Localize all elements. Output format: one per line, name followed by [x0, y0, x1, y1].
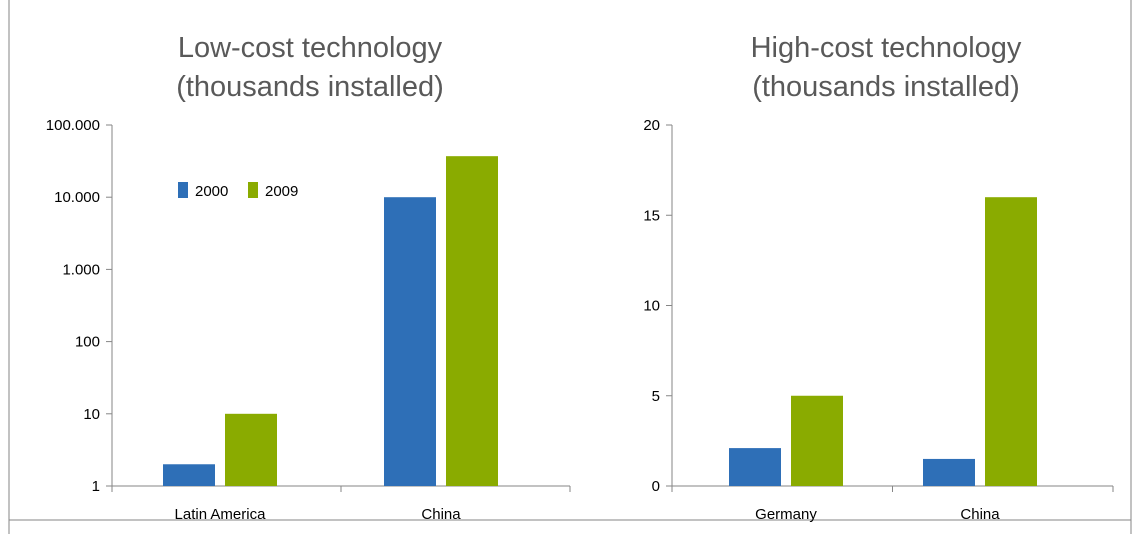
chart-title-line-1: Low-cost technology [178, 32, 443, 64]
chart-title-line-1: High-cost technology [751, 32, 1022, 64]
x-tick-labels: Latin America China [175, 506, 462, 523]
chart-low-cost: Low-cost technology (thousands installed… [46, 32, 571, 523]
bar-2009-latin-america [225, 413, 277, 486]
chart-high-cost: High-cost technology (thousands installe… [643, 32, 1114, 523]
y-tick-label: 5 [652, 388, 660, 405]
y-tick-labels: 1 10 100 1.000 10.000 100.000 [46, 117, 100, 495]
axes [666, 124, 1114, 492]
y-tick-label: 15 [643, 207, 660, 224]
bar-2009-china [985, 197, 1037, 486]
y-tick-label: 0 [652, 478, 660, 495]
y-tick-label: 100.000 [46, 117, 100, 134]
legend-swatch-2000 [178, 182, 188, 198]
chart-title-line-2: (thousands installed) [752, 71, 1020, 103]
y-tick-label: 1.000 [62, 261, 100, 278]
x-tick-label: China [421, 506, 461, 523]
chart-title-line-2: (thousands installed) [176, 71, 444, 103]
y-tick-label: 10.000 [54, 189, 100, 206]
x-tick-label: Germany [755, 506, 817, 523]
y-tick-label: 10 [83, 406, 100, 423]
bar-2009-china [446, 156, 498, 486]
axes [106, 124, 571, 492]
x-tick-label: China [960, 506, 1000, 523]
legend-label-2009: 2009 [265, 183, 298, 200]
bars [729, 197, 1037, 486]
bars [163, 156, 498, 486]
y-tick-label: 10 [643, 298, 660, 315]
x-tick-label: Latin America [175, 506, 267, 523]
y-tick-label: 1 [92, 478, 100, 495]
legend: 2000 2009 [178, 182, 298, 200]
y-tick-labels: 0 5 10 15 20 [643, 117, 660, 495]
bar-2000-china [384, 197, 436, 486]
bar-2000-china [923, 458, 975, 486]
bar-2000-latin-america [163, 464, 215, 486]
bar-2000-germany [729, 448, 781, 486]
legend-swatch-2009 [248, 182, 258, 198]
y-tick-label: 100 [75, 334, 100, 351]
bar-2009-germany [791, 395, 843, 486]
legend-label-2000: 2000 [195, 183, 228, 200]
x-tick-labels: Germany China [755, 506, 1000, 523]
y-tick-label: 20 [643, 117, 660, 134]
